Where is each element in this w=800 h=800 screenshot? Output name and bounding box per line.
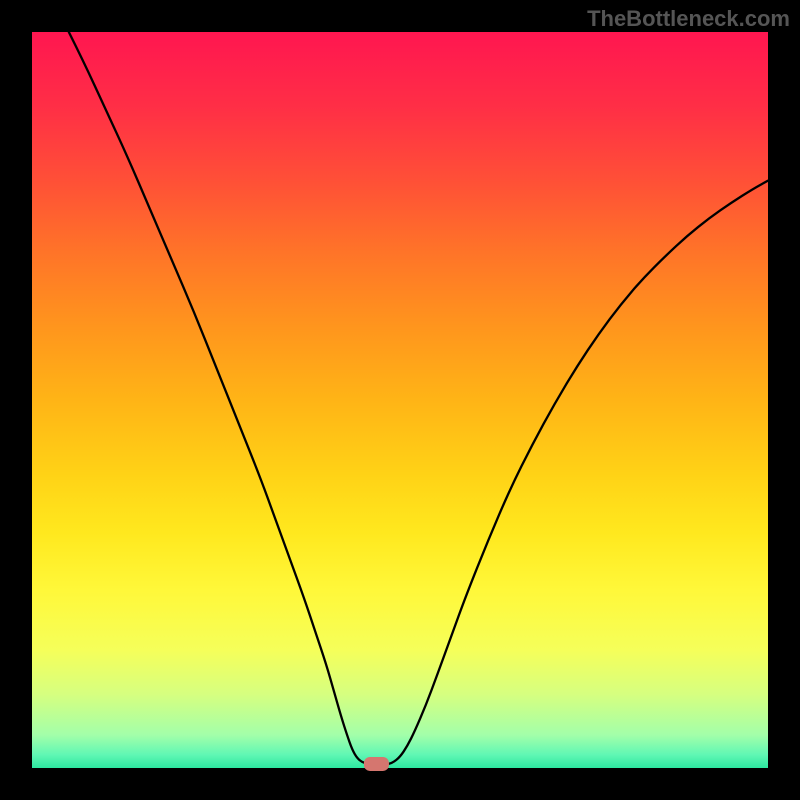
- optimum-marker: [364, 757, 389, 771]
- chart-container: TheBottleneck.com: [0, 0, 800, 800]
- bottleneck-chart: [0, 0, 800, 800]
- plot-background: [32, 32, 768, 768]
- watermark-text: TheBottleneck.com: [587, 6, 790, 32]
